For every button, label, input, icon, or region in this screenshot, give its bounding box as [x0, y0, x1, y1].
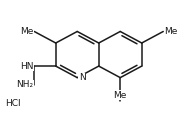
Text: HN: HN — [20, 62, 33, 71]
Text: HCl: HCl — [5, 99, 21, 108]
Text: Me: Me — [20, 27, 33, 36]
Text: Me: Me — [114, 91, 127, 100]
Text: N: N — [79, 73, 86, 82]
Text: Me: Me — [164, 27, 177, 36]
Text: NH₂: NH₂ — [16, 80, 33, 89]
